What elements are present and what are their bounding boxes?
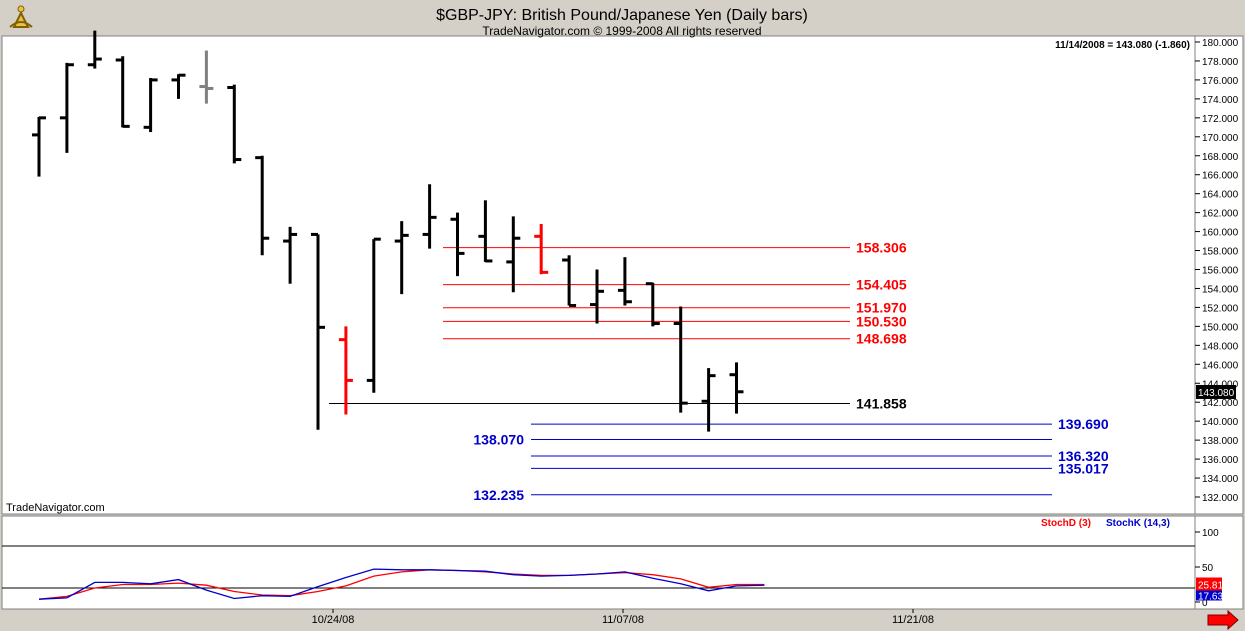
price-tick-label: 150.000 xyxy=(1202,322,1239,333)
stoch-d-last-label: 25.81 xyxy=(1198,581,1223,592)
price-tick-label: 132.000 xyxy=(1202,493,1239,504)
price-bar xyxy=(87,30,102,69)
price-bar xyxy=(562,255,577,308)
level-label-resistance: 150.530 xyxy=(856,313,907,329)
last-price-box xyxy=(1196,384,1236,399)
stoch-d-line xyxy=(38,569,765,600)
stoch-tick-label: 100 xyxy=(1202,528,1219,539)
stoch-k-line xyxy=(38,568,765,600)
price-tick-label: 154.000 xyxy=(1202,284,1239,295)
price-tick-label: 148.000 xyxy=(1202,341,1239,352)
price-bar xyxy=(534,224,549,275)
price-tick-label: 176.000 xyxy=(1202,76,1239,87)
price-tick-label: 180.000 xyxy=(1202,38,1239,49)
price-bar xyxy=(311,232,325,430)
price-axis xyxy=(1194,35,1244,515)
watermark: TradeNavigator.com xyxy=(6,502,105,514)
price-tick-label: 142.000 xyxy=(1202,398,1239,409)
chart-subtitle: TradeNavigator.com © 1999-2008 All right… xyxy=(482,24,761,38)
stoch-tick-label: 50 xyxy=(1202,563,1214,574)
price-tick-label: 152.000 xyxy=(1202,303,1239,314)
price-bar xyxy=(59,62,74,153)
price-tick-label: 156.000 xyxy=(1202,266,1239,277)
price-bar xyxy=(255,155,270,256)
price-bar xyxy=(590,269,604,324)
price-bar xyxy=(422,184,437,249)
level-label-support: 139.690 xyxy=(1058,416,1109,432)
level-label-support: 136.320 xyxy=(1058,448,1109,464)
last-bar-readout: 11/14/2008 = 143.080 (-1.860) xyxy=(1055,40,1190,51)
chart-title: $GBP-JPY: British Pound/Japanese Yen (Da… xyxy=(436,7,808,24)
stoch-k-last-label: 17.63 xyxy=(1198,592,1223,603)
sextant-icon[interactable] xyxy=(6,3,36,33)
price-tick-label: 140.000 xyxy=(1202,417,1239,428)
level-label-resistance: 148.698 xyxy=(856,331,907,347)
price-bar xyxy=(450,212,465,277)
price-bar xyxy=(171,73,186,99)
date-tick-label: 10/24/08 xyxy=(312,614,355,626)
price-tick-label: 166.000 xyxy=(1202,171,1239,182)
price-bar xyxy=(673,306,688,413)
price-tick-label: 170.000 xyxy=(1202,133,1239,144)
price-bar xyxy=(366,237,381,393)
price-bar xyxy=(115,56,130,128)
price-tick-label: 174.000 xyxy=(1202,95,1239,106)
price-tick-label: 144.000 xyxy=(1202,379,1239,390)
price-tick-label: 146.000 xyxy=(1202,360,1239,371)
price-bar xyxy=(506,216,521,293)
price-bar xyxy=(227,84,242,164)
right-arrow-icon[interactable] xyxy=(1207,609,1239,631)
price-tick-label: 138.000 xyxy=(1202,436,1239,447)
price-tick-label: 158.000 xyxy=(1202,247,1239,258)
stoch-k-last-box xyxy=(1196,590,1222,601)
price-bar xyxy=(143,78,158,133)
price-bar xyxy=(729,362,744,414)
legend-stoch-k: StochK (14,3) xyxy=(1106,518,1170,529)
price-tick-label: 164.000 xyxy=(1202,190,1239,201)
date-tick-label: 11/21/08 xyxy=(892,614,934,626)
level-label-pivot: 141.858 xyxy=(856,396,907,412)
legend-stoch-d: StochD (3) xyxy=(1041,518,1091,529)
price-bar xyxy=(645,282,660,327)
level-label-resistance: 154.405 xyxy=(856,277,907,293)
price-tick-label: 160.000 xyxy=(1202,228,1239,239)
level-label-support: 135.017 xyxy=(1058,460,1109,476)
level-label-support: 132.235 xyxy=(473,487,524,503)
price-tick-label: 172.000 xyxy=(1202,114,1239,125)
price-tick-label: 134.000 xyxy=(1202,474,1239,485)
last-price-label: 143.080 xyxy=(1198,388,1235,399)
stoch-tick-label: 0 xyxy=(1202,598,1208,609)
date-tick-label: 11/07/08 xyxy=(602,614,644,626)
price-bar xyxy=(617,257,632,306)
price-bar xyxy=(394,221,409,295)
price-tick-label: 162.000 xyxy=(1202,209,1239,220)
price-tick-label: 178.000 xyxy=(1202,57,1239,68)
price-bar xyxy=(32,116,46,177)
price-bar xyxy=(283,226,298,284)
price-bar xyxy=(701,368,716,432)
price-tick-label: 136.000 xyxy=(1202,455,1239,466)
price-tick-label: 168.000 xyxy=(1202,152,1239,163)
price-bar xyxy=(199,50,214,104)
level-label-resistance: 151.970 xyxy=(856,300,907,316)
price-bar xyxy=(338,326,353,415)
stoch-d-last-box xyxy=(1196,577,1222,591)
level-label-support: 138.070 xyxy=(473,431,524,447)
price-bar xyxy=(478,200,493,263)
level-label-resistance: 158.306 xyxy=(856,240,907,256)
stochastic-panel xyxy=(1,515,1196,610)
